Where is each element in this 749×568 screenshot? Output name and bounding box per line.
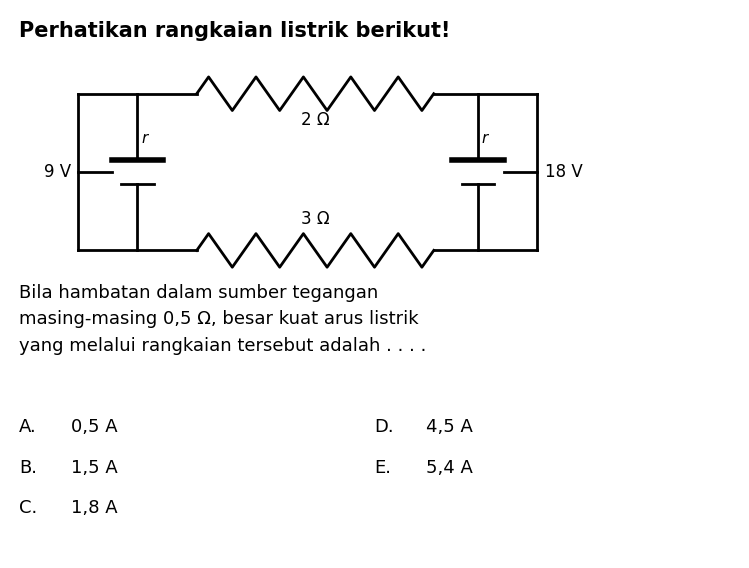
Text: 3 Ω: 3 Ω [301,210,330,228]
Text: 1,8 A: 1,8 A [71,499,118,517]
Text: r: r [482,131,488,146]
Text: r: r [142,131,148,146]
Text: Perhatikan rangkaian listrik berikut!: Perhatikan rangkaian listrik berikut! [19,21,450,41]
Text: B.: B. [19,458,37,477]
Text: 4,5 A: 4,5 A [426,418,473,436]
Text: C.: C. [19,499,37,517]
Text: 18 V: 18 V [545,163,583,181]
Text: 2 Ω: 2 Ω [301,111,330,128]
Text: 1,5 A: 1,5 A [71,458,118,477]
Text: 9 V: 9 V [43,163,71,181]
Text: 0,5 A: 0,5 A [71,418,118,436]
Text: Bila hambatan dalam sumber tegangan
masing-masing 0,5 Ω, besar kuat arus listrik: Bila hambatan dalam sumber tegangan masi… [19,284,426,355]
Text: 5,4 A: 5,4 A [426,458,473,477]
Text: A.: A. [19,418,37,436]
Text: D.: D. [374,418,394,436]
Text: E.: E. [374,458,392,477]
